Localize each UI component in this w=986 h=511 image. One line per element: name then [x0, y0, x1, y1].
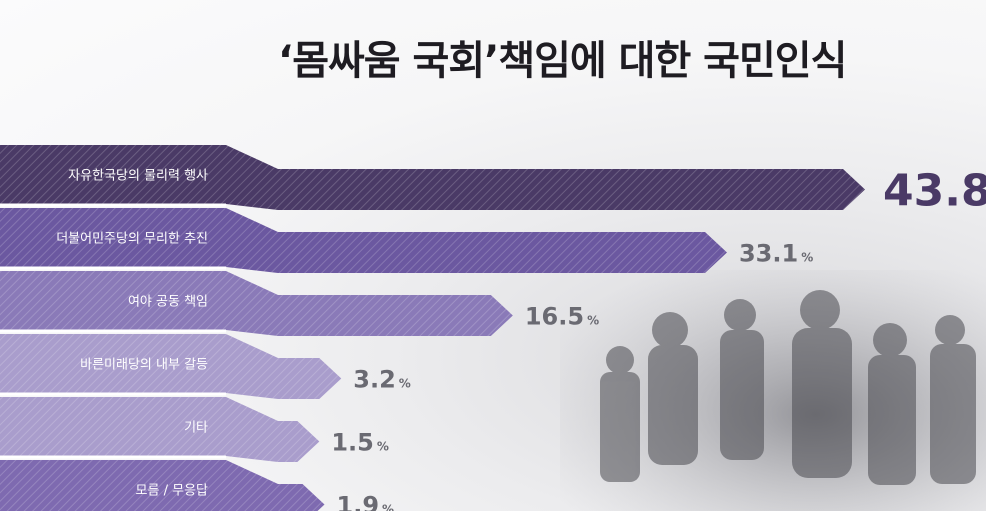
value-label: 43.8: [883, 166, 986, 217]
value-label: 33.1: [739, 240, 798, 268]
percent-sign: %: [377, 440, 389, 454]
percent-sign: %: [382, 503, 394, 511]
bar-hatch-5: [0, 397, 320, 462]
category-label: 여야 공동 책임: [128, 295, 208, 310]
bar-hatch-6: [0, 460, 325, 511]
value-label: 1.5: [331, 429, 374, 457]
bar-hatch-4: [0, 334, 342, 399]
bar-hatch-3: [0, 271, 513, 336]
category-label: 더불어민주당의 무리한 추진: [56, 232, 208, 247]
value-label: 3.2: [353, 366, 396, 394]
bar-hatch-1: [0, 145, 866, 210]
value-label: 1.9: [337, 492, 380, 511]
bar-hatch-2: [0, 208, 727, 273]
category-label: 바른미래당의 내부 갈등: [80, 358, 208, 373]
percent-sign: %: [587, 314, 599, 328]
category-label: 기타: [184, 421, 208, 436]
value-label: 16.5: [525, 303, 584, 331]
crowd-photo: [560, 270, 986, 511]
category-label: 모름 / 무응답: [136, 484, 208, 499]
category-label: 자유한국당의 물리력 행사: [68, 168, 208, 184]
percent-sign: %: [801, 251, 813, 265]
percent-sign: %: [399, 377, 411, 391]
page-title: ‘몸싸움 국회’책임에 대한 국민인식: [278, 38, 847, 84]
